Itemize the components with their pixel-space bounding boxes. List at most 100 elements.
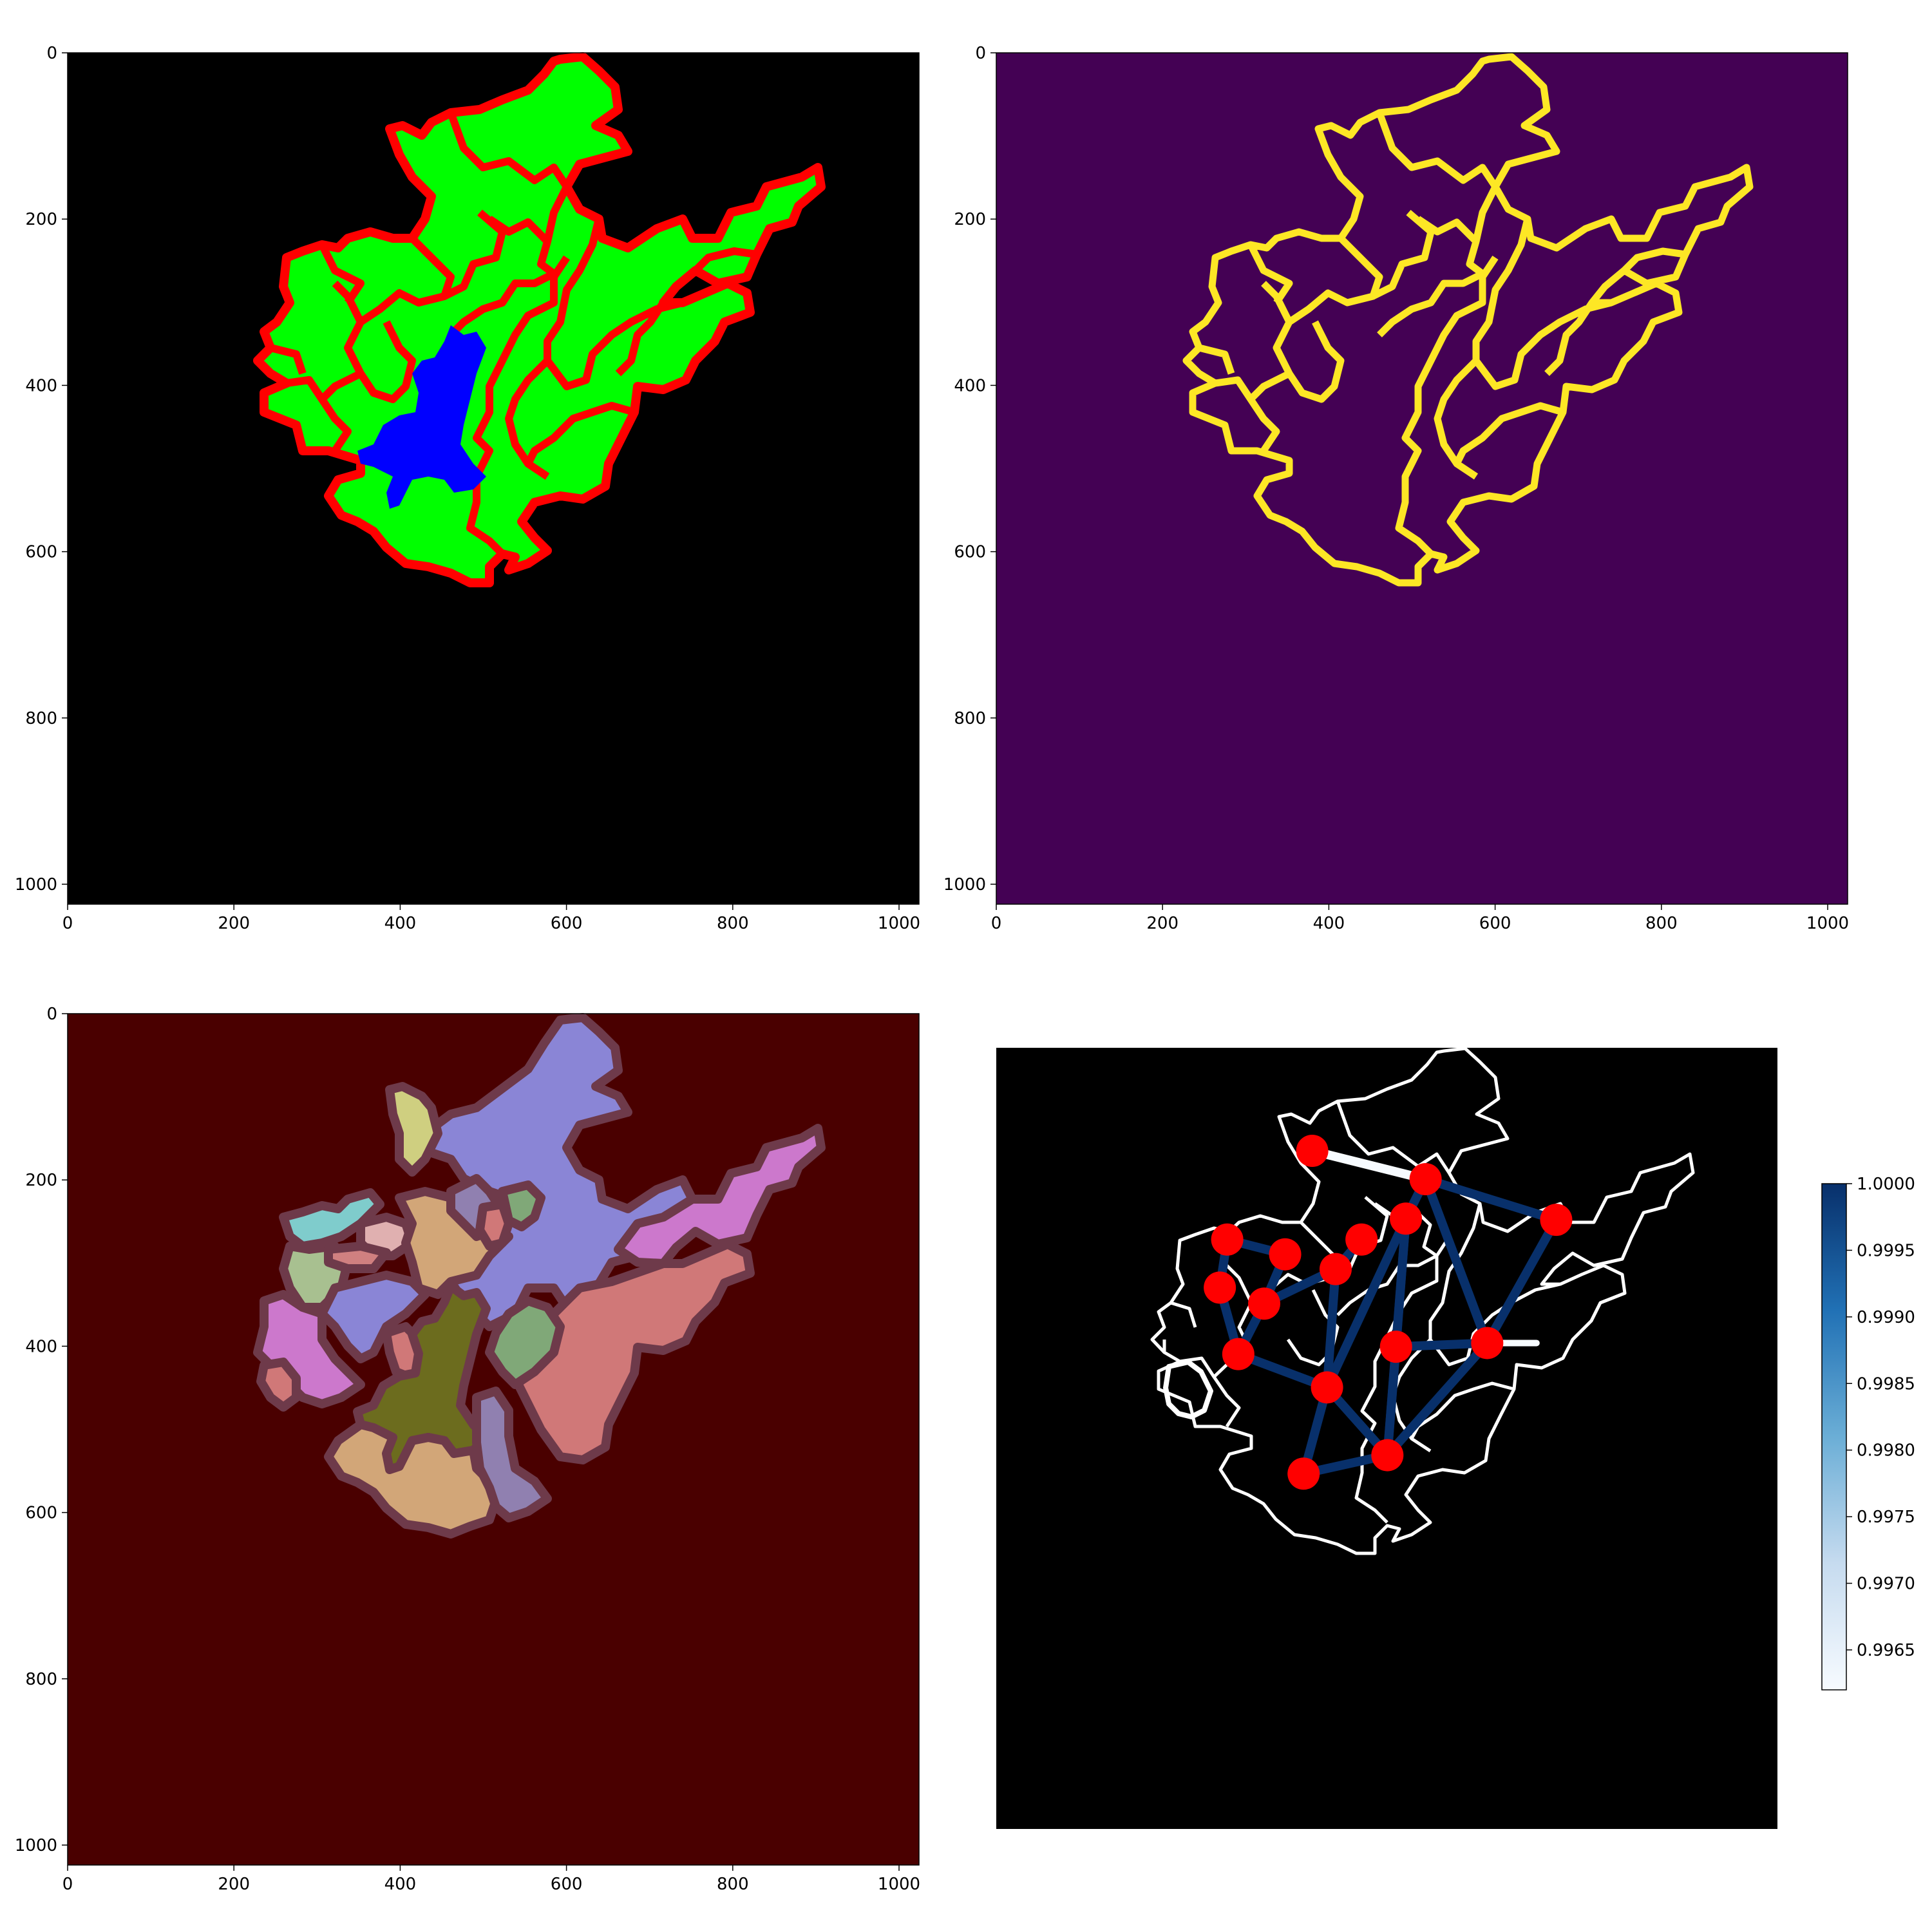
panel-labeled-regions: 0 200 400 600 800 1000 0 200 400 600 800 1000 (15, 1005, 920, 1894)
x-tick-label: 600 (551, 914, 583, 933)
graph-node (1311, 1371, 1343, 1404)
graph-node (1371, 1439, 1404, 1472)
colorbar-tick-label: 1.0000 (1857, 1175, 1915, 1194)
panel1-x-ticks: 0 200 400 600 800 1000 (62, 904, 920, 933)
graph-node (1211, 1223, 1244, 1256)
region-purple-bottom (472, 1387, 552, 1522)
graph-edge (1482, 1215, 1561, 1348)
graph-node (1296, 1134, 1329, 1167)
graph-node (1345, 1223, 1378, 1256)
colorbar-ticks: 0.9965 0.9970 0.9975 0.9980 0.9985 0.9990 0.99… (1846, 1175, 1915, 1660)
region-green-mid (485, 1296, 565, 1389)
x-tick-label: 200 (1146, 914, 1179, 933)
region-yellow (385, 1082, 442, 1177)
colorbar-tick-label: 0.9975 (1857, 1508, 1915, 1527)
region-magenta-right (614, 1124, 826, 1268)
panel-boundaries: 0 200 400 600 800 1000 0 200 400 600 800 1000 (943, 44, 1849, 933)
panel1-axes-frame (67, 52, 920, 905)
graph-node (1390, 1202, 1423, 1235)
x-tick-label: 0 (991, 914, 1002, 933)
y-tick-label: 600 (25, 1504, 57, 1523)
panel3-regions (253, 1013, 826, 1539)
panel2-y-ticks: 0 200 400 600 800 1000 (943, 44, 996, 895)
panel1-blue-region (357, 325, 486, 509)
graph-edge (1322, 1264, 1340, 1392)
colorbar-tick-label: 0.9980 (1857, 1441, 1915, 1461)
panel2-x-ticks: 0 200 400 600 800 1000 (991, 904, 1849, 933)
x-tick-label: 800 (1645, 914, 1678, 933)
x-tick-label: 200 (218, 1875, 250, 1894)
y-tick-label: 200 (25, 210, 57, 229)
y-tick-label: 200 (954, 210, 986, 229)
y-tick-label: 800 (25, 1670, 57, 1689)
graph-edge (1421, 1174, 1492, 1348)
x-tick-label: 200 (218, 914, 250, 933)
y-tick-label: 400 (25, 1337, 57, 1356)
y-tick-label: 600 (954, 543, 986, 562)
x-tick-label: 400 (1313, 914, 1345, 933)
region-rose-small (324, 1242, 391, 1273)
y-tick-label: 0 (975, 44, 986, 63)
panel3-axes-frame (67, 1013, 920, 1866)
panel2-axes-frame (996, 52, 1848, 905)
y-tick-label: 800 (954, 709, 986, 728)
x-tick-label: 600 (1479, 914, 1511, 933)
panel1-red-boundaries (269, 111, 757, 557)
y-tick-label: 1000 (15, 875, 57, 895)
y-tick-label: 0 (46, 44, 57, 63)
y-tick-label: 400 (25, 376, 57, 395)
panel2-boundary-lines (1182, 53, 1754, 587)
graph-edge (1421, 1174, 1561, 1225)
region-salmon-small-top (475, 1200, 513, 1251)
graph-node (1287, 1457, 1320, 1490)
graph-edge (1322, 1214, 1411, 1392)
x-tick-label: 400 (384, 1875, 417, 1894)
graph-node (1471, 1327, 1504, 1359)
colorbar-tick-label: 0.9990 (1857, 1308, 1915, 1327)
colorbar: 0.9965 0.9970 0.9975 0.9980 0.9985 0.9990 0.99… (1821, 1175, 1915, 1690)
region-salmon-left (256, 1358, 301, 1412)
colorbar-tick-label: 0.9985 (1857, 1374, 1915, 1394)
y-tick-label: 0 (46, 1005, 57, 1024)
graph-node (1248, 1287, 1281, 1320)
graph-node (1222, 1338, 1255, 1370)
colorbar-tick-label: 0.9970 (1857, 1575, 1915, 1594)
panel4-white-blob (1163, 1359, 1213, 1419)
y-tick-label: 400 (954, 376, 986, 395)
panel3-x-ticks: 0 200 400 600 800 1000 (62, 1865, 920, 1894)
x-tick-label: 1000 (878, 914, 920, 933)
y-tick-label: 600 (25, 543, 57, 562)
graph-node (1540, 1204, 1573, 1236)
panel2-background (996, 53, 1848, 904)
graph-edge (1383, 1342, 1401, 1460)
graph-node (1204, 1271, 1236, 1304)
graph-node (1319, 1253, 1352, 1285)
colorbar-tick-label: 0.9965 (1857, 1641, 1915, 1660)
region-blue-left (317, 1271, 430, 1363)
x-tick-label: 1000 (1806, 914, 1849, 933)
x-tick-label: 1000 (878, 1875, 920, 1894)
panel-adjacency-graph: 0.9965 0.9970 0.9975 0.9980 0.9985 0.9990 0.99… (996, 1046, 1915, 1829)
graph-node (1409, 1162, 1442, 1195)
graph-nodes (1204, 1134, 1573, 1490)
panel3-y-ticks: 0 200 400 600 800 1000 (15, 1005, 68, 1855)
panel-segmentation: 0 200 400 600 800 1000 0 200 400 600 800 1000 (15, 44, 920, 933)
x-tick-label: 800 (717, 914, 749, 933)
graph-edge (1307, 1146, 1430, 1184)
x-tick-label: 0 (62, 914, 73, 933)
y-tick-label: 200 (25, 1171, 57, 1190)
graph-node (1269, 1238, 1302, 1271)
graph-edge (1383, 1338, 1492, 1460)
x-tick-label: 800 (717, 1875, 749, 1894)
x-tick-label: 0 (62, 1875, 73, 1894)
y-tick-label: 1000 (943, 875, 986, 895)
x-tick-label: 600 (551, 1875, 583, 1894)
colorbar-tick-label: 0.9995 (1857, 1241, 1915, 1260)
y-tick-label: 800 (25, 709, 57, 728)
x-tick-label: 400 (384, 914, 417, 933)
graph-node (1379, 1331, 1412, 1363)
panel1-y-ticks: 0 200 400 600 800 1000 (15, 44, 68, 895)
colorbar-gradient (1821, 1183, 1847, 1690)
y-tick-label: 1000 (15, 1836, 57, 1855)
